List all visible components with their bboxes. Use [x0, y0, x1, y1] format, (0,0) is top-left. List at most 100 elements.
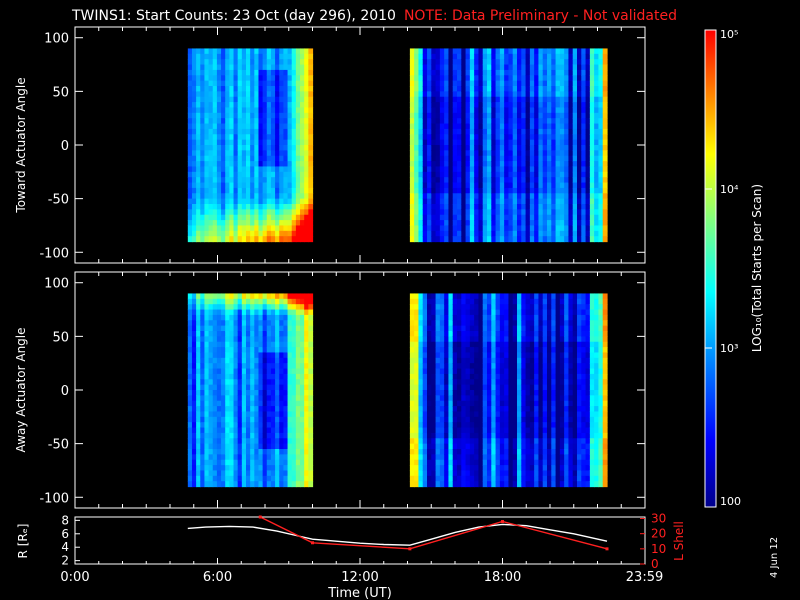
heatmap-cell: [427, 96, 432, 103]
heatmap-cell: [572, 145, 578, 151]
heatmap-cell: [187, 470, 193, 477]
heatmap-cell: [469, 80, 475, 87]
heatmap-cell: [225, 443, 230, 450]
heatmap-cell: [504, 336, 510, 343]
heatmap-cell: [491, 368, 497, 375]
heatmap-cell: [196, 230, 201, 237]
heatmap-cell: [262, 236, 268, 243]
heatmap-cell: [589, 220, 595, 227]
heatmap-cell: [270, 331, 276, 337]
heatmap-cell: [229, 80, 235, 87]
heatmap-cell: [221, 432, 226, 439]
heatmap-cell: [461, 225, 467, 232]
heatmap-cell: [568, 102, 574, 109]
heatmap-cell: [538, 107, 544, 114]
heatmap-cell: [431, 400, 437, 407]
heatmap-cell: [431, 128, 437, 135]
heatmap-cell: [504, 411, 510, 418]
heatmap-cell: [555, 161, 561, 168]
heatmap-cell: [308, 171, 314, 178]
heatmap-cell: [308, 481, 314, 488]
heatmap-cell: [266, 107, 272, 114]
heatmap-cell: [221, 368, 226, 375]
heatmap-cell: [568, 171, 574, 178]
heatmap-cell: [225, 204, 230, 210]
heatmap-cell: [431, 470, 437, 477]
heatmap-cell: [187, 225, 193, 232]
heatmap-cell: [208, 230, 214, 237]
heatmap-cell: [283, 293, 289, 300]
heatmap-cell: [275, 400, 280, 407]
heatmap-cell: [444, 368, 450, 375]
heatmap-cell: [589, 225, 595, 232]
heatmap-cell: [461, 357, 467, 364]
heatmap-cell: [461, 139, 467, 146]
heatmap-cell: [270, 422, 276, 429]
heatmap-cell: [233, 230, 239, 237]
heatmap-cell: [508, 384, 514, 391]
heatmap-cell: [204, 373, 210, 380]
heatmap-cell: [258, 166, 264, 173]
heatmap-cell: [474, 91, 480, 98]
heatmap-cell: [482, 236, 488, 243]
heatmap-cell: [204, 459, 210, 466]
heatmap-cell: [491, 352, 497, 359]
heatmap-cell: [216, 236, 222, 243]
heatmap-cell: [187, 368, 193, 375]
heatmap-cell: [241, 112, 247, 119]
heatmap-cell: [585, 86, 591, 92]
heatmap-cell: [529, 155, 535, 162]
heatmap-cell: [482, 214, 488, 221]
heatmap-cell: [469, 373, 475, 380]
heatmap-cell: [435, 406, 441, 413]
heatmap-cell: [482, 373, 488, 380]
heatmap-cell: [295, 193, 301, 200]
heatmap-cell: [422, 177, 428, 184]
heatmap-cell: [431, 64, 437, 71]
heatmap-cell: [221, 145, 226, 151]
heatmap-cell: [482, 475, 488, 482]
heatmap-cell: [542, 220, 548, 227]
heatmap-cell: [439, 80, 445, 87]
heatmap-cell: [525, 341, 531, 348]
heatmap-cell: [216, 406, 222, 413]
heatmap-cell: [512, 75, 518, 82]
heatmap-cell: [504, 150, 510, 157]
heatmap-cell: [191, 91, 197, 98]
heatmap-cell: [196, 182, 201, 189]
heatmap-cell: [191, 155, 197, 162]
heatmap-cell: [482, 443, 488, 450]
heatmap-cell: [534, 96, 540, 103]
heatmap-cell: [525, 155, 531, 162]
heatmap-cell: [422, 204, 428, 210]
heatmap-cell: [229, 204, 235, 210]
heatmap-cell: [229, 427, 235, 434]
heatmap-cell: [241, 298, 247, 305]
heatmap-cell: [427, 112, 432, 119]
heatmap-cell: [308, 443, 314, 450]
heatmap-cell: [594, 198, 600, 205]
heatmap-cell: [241, 406, 247, 413]
heatmap-cell: [439, 454, 445, 461]
heatmap-cell: [246, 193, 251, 200]
heatmap-cell: [237, 470, 243, 477]
heatmap-cell: [577, 86, 582, 92]
heatmap-cell: [304, 443, 309, 450]
heatmap-cell: [512, 459, 518, 466]
heatmap-cell: [422, 368, 428, 375]
heatmap-cell: [204, 438, 210, 445]
heatmap-cell: [204, 112, 210, 119]
heatmap-cell: [435, 204, 441, 210]
heatmap-cell: [457, 347, 462, 354]
heatmap-cell: [564, 112, 570, 119]
heatmap-cell: [409, 193, 415, 200]
heatmap-cell: [431, 145, 437, 151]
heatmap-cell: [482, 161, 488, 168]
heatmap-cell: [487, 171, 492, 178]
heatmap-cell: [295, 118, 301, 125]
heatmap-cell: [258, 48, 264, 55]
heatmap-cell: [482, 53, 488, 60]
heatmap-cell: [204, 432, 210, 439]
heatmap-cell: [457, 123, 462, 130]
heatmap-cell: [418, 128, 424, 135]
